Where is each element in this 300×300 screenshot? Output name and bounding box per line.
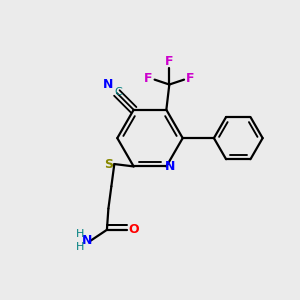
Text: O: O bbox=[128, 223, 139, 236]
Text: F: F bbox=[186, 72, 195, 85]
Text: N: N bbox=[81, 234, 92, 247]
Text: S: S bbox=[104, 158, 113, 170]
Text: F: F bbox=[165, 55, 174, 68]
Text: F: F bbox=[144, 72, 152, 85]
Text: H: H bbox=[76, 242, 84, 253]
Text: N: N bbox=[103, 78, 113, 91]
Text: N: N bbox=[165, 160, 175, 173]
Text: H: H bbox=[76, 229, 84, 238]
Text: C: C bbox=[114, 87, 122, 97]
